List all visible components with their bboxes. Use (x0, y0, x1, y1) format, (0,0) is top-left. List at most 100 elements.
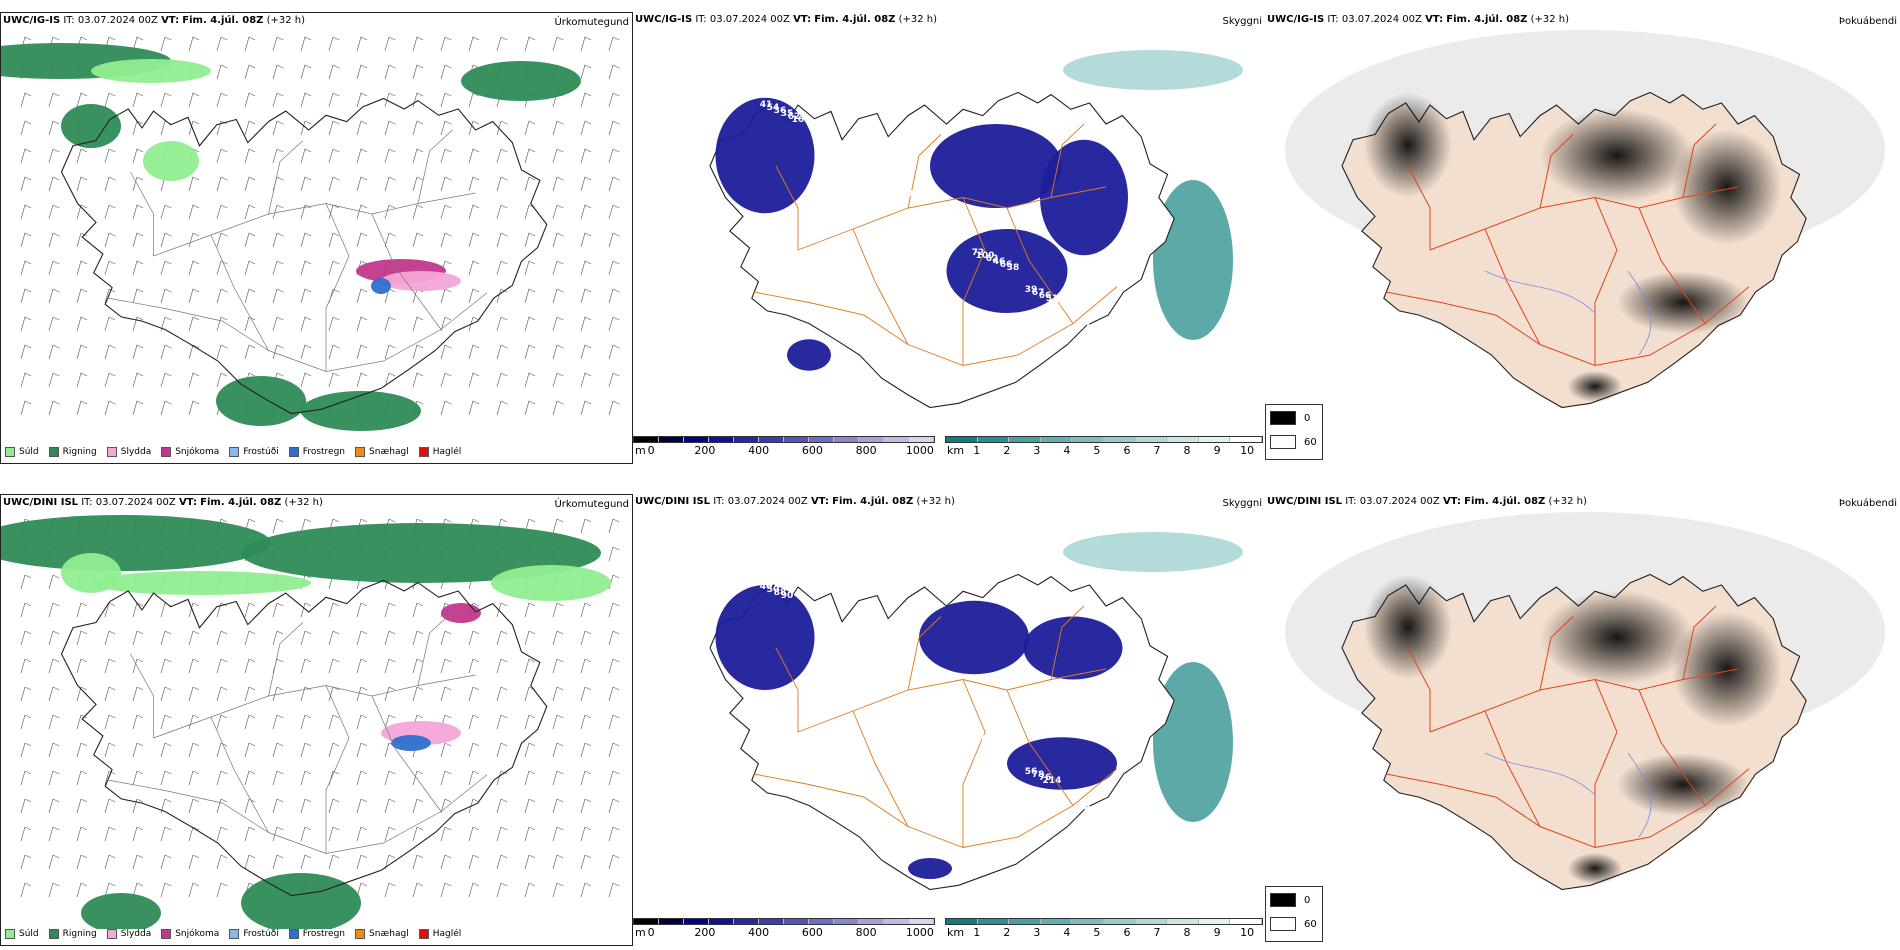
cloud-base-label: 47 (1078, 322, 1091, 332)
colorbar-segment (859, 437, 884, 442)
precip-area (441, 603, 481, 623)
legend-swatch (418, 929, 429, 939)
fog-key: 0 60 (1265, 886, 1323, 942)
colorbar-tick: 9 (1213, 444, 1221, 457)
river (1485, 753, 1651, 837)
precip-type-map (1, 515, 620, 929)
cloud-base-label: 31 (813, 137, 826, 147)
cloud-base-label: 43 (979, 733, 992, 743)
river (1485, 271, 1651, 355)
colorbar-tick: 3 (1033, 926, 1041, 939)
fog-indicator-map (1285, 30, 1885, 446)
cloud-base-label: 41 (760, 100, 773, 110)
cloud-base-label: 50 (767, 585, 780, 595)
colorbar-tick: 1000 (905, 444, 934, 457)
fog-indicator-map (1285, 512, 1885, 928)
colorbar-segment (1135, 437, 1168, 442)
fog-key-label: 0 (1304, 412, 1311, 424)
legend-swatch (106, 447, 117, 457)
colorbar-segment (659, 919, 684, 924)
precip-area (81, 893, 161, 929)
legend-item: Snæhagl (355, 447, 409, 457)
panel-title: UWC/IG-IS IT: 03.07.2024 00Z VT: Fim. 4.… (3, 15, 306, 26)
cloud-base-label: 75 (887, 183, 900, 193)
colorbar-segment (1040, 919, 1073, 924)
legend-label: Súld (19, 929, 39, 939)
legend-label: Rigning (62, 929, 97, 939)
cloud-base-label: 90 (781, 591, 794, 601)
cloud-base-label: 56 (1025, 767, 1038, 777)
cloud-base-area (1023, 616, 1123, 680)
cloud-base-label: 44 (919, 693, 932, 703)
colorbar-segment (977, 437, 1010, 442)
cloud-base-label: 77 (940, 702, 953, 712)
colorbar-tick: 8 (1183, 444, 1191, 457)
visibility-colorbar: km 1 2 3 4 5 6 7 8 9 10 (945, 436, 1263, 457)
fog-area (1617, 271, 1749, 334)
cloud-base-label: 246 (1103, 334, 1122, 344)
colorbar-tick: 7 (1153, 926, 1161, 939)
panel-title: UWC/DINI ISL IT: 03.07.2024 00Z VT: Fim.… (3, 497, 323, 508)
legend-label: Snjókoma (175, 929, 220, 939)
colorbar-tick: 9 (1213, 926, 1221, 939)
fog-area (1567, 370, 1623, 403)
colorbar-segment (1230, 919, 1262, 924)
fog-indicator-panel-bottom: UWC/DINI ISL IT: 03.07.2024 00Z VT: Fim.… (1265, 494, 1900, 946)
precip-area (381, 271, 461, 291)
legend-item: Frostúði (229, 447, 279, 457)
colorbar-tick: 6 (1123, 444, 1131, 457)
panel-title: UWC/DINI ISL IT: 03.07.2024 00Z VT: Fim.… (635, 496, 955, 507)
cloud-base-label: 10 (954, 226, 967, 236)
legend-label: Haglél (432, 447, 462, 457)
fog-key-row: 60 (1270, 917, 1317, 931)
fog-key-row: 60 (1270, 435, 1317, 449)
low-visibility-area (1153, 180, 1233, 340)
colorbar-segment (884, 437, 909, 442)
legend-item: Haglél (418, 929, 461, 939)
colorbar-tick: 10 (1240, 444, 1255, 457)
visibility-colorbar: km 1 2 3 4 5 6 7 8 9 10 (945, 918, 1263, 939)
colorbar-tick: 200 (694, 444, 716, 457)
cloud-base-label: 78 (1138, 362, 1151, 372)
cloud-base-label: 59 (728, 72, 741, 82)
panel-variable: Skyggni (1222, 498, 1262, 509)
cloud-base-label: 46 (820, 622, 833, 632)
legend-swatch (5, 447, 15, 457)
cloud-base-label: 52 (933, 699, 946, 709)
legend-swatch (288, 447, 299, 457)
colorbar-tick: 600 (801, 926, 823, 939)
legend-item: Frostregn (288, 929, 345, 939)
cloud-base-label: 71 (1099, 331, 1112, 341)
legend-label: Frostúði (243, 929, 279, 939)
legend-item: Slydda (106, 929, 151, 939)
legend-item: Snjókoma (161, 929, 219, 939)
cloud-base-label: 44 (873, 177, 886, 187)
colorbar-tick: 0 (647, 444, 655, 457)
colorbar-tick: 8 (1183, 926, 1191, 939)
cloud-base-label: 132 (1096, 813, 1115, 823)
precip-area (461, 61, 581, 101)
cloud-base-label: 65 (714, 548, 727, 558)
cloud-base-label: 39 (880, 180, 893, 190)
colorbar-segment (1198, 919, 1231, 924)
colorbar-segment (709, 437, 734, 442)
cloud-base-label: 80 (1092, 810, 1105, 820)
precip-area (1, 515, 271, 571)
cloud-base-area (908, 858, 952, 879)
colorbar-tick: 3 (1033, 444, 1041, 457)
colorbar-unit: km (947, 926, 965, 939)
cloud-base-area (1007, 737, 1117, 790)
panel-title: UWC/DINI ISL IT: 03.07.2024 00Z VT: Fim.… (1267, 496, 1587, 507)
precip-type-panel-bottom: UWC/DINI ISL IT: 03.07.2024 00Z VT: Fim.… (0, 494, 633, 946)
cloud-base-label: 66 (1039, 291, 1052, 301)
colorbar-segment (1230, 437, 1262, 442)
cloud-base-label: 62 (1060, 300, 1073, 310)
cloud-base-label: 51 (880, 662, 893, 672)
colorbar-segment (809, 437, 834, 442)
cloud-base-label: 67 (1032, 288, 1045, 298)
colorbar-tick: 2 (1003, 444, 1011, 457)
cloud-base-label: 32 (813, 619, 826, 629)
panel-title: UWC/IG-IS IT: 03.07.2024 00Z VT: Fim. 4.… (635, 14, 938, 25)
cloud-base-label: 56 (986, 736, 999, 746)
legend-swatch (288, 929, 299, 939)
